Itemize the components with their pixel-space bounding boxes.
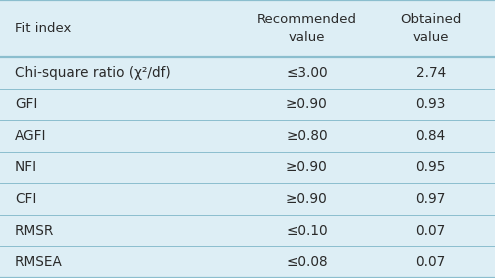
Text: AGFI: AGFI — [15, 129, 47, 143]
Text: 0.93: 0.93 — [415, 97, 446, 111]
Text: GFI: GFI — [15, 97, 37, 111]
Text: ≥0.80: ≥0.80 — [286, 129, 328, 143]
Text: RMSEA: RMSEA — [15, 255, 63, 269]
Text: ≥0.90: ≥0.90 — [286, 192, 328, 206]
Text: 0.07: 0.07 — [415, 224, 446, 238]
Text: ≥0.90: ≥0.90 — [286, 160, 328, 175]
Text: ≤0.08: ≤0.08 — [286, 255, 328, 269]
Text: Chi-square ratio (χ²/df): Chi-square ratio (χ²/df) — [15, 66, 171, 80]
Text: ≥0.90: ≥0.90 — [286, 97, 328, 111]
Text: 0.84: 0.84 — [415, 129, 446, 143]
Text: ≤0.10: ≤0.10 — [286, 224, 328, 238]
Text: RMSR: RMSR — [15, 224, 54, 238]
Text: Recommended
value: Recommended value — [257, 13, 357, 44]
Text: NFI: NFI — [15, 160, 37, 175]
Text: 0.97: 0.97 — [415, 192, 446, 206]
Text: ≤3.00: ≤3.00 — [286, 66, 328, 80]
Text: Obtained
value: Obtained value — [400, 13, 461, 44]
Text: Fit index: Fit index — [15, 22, 71, 35]
Text: 0.07: 0.07 — [415, 255, 446, 269]
Text: 0.95: 0.95 — [415, 160, 446, 175]
Text: 2.74: 2.74 — [415, 66, 446, 80]
Text: CFI: CFI — [15, 192, 36, 206]
